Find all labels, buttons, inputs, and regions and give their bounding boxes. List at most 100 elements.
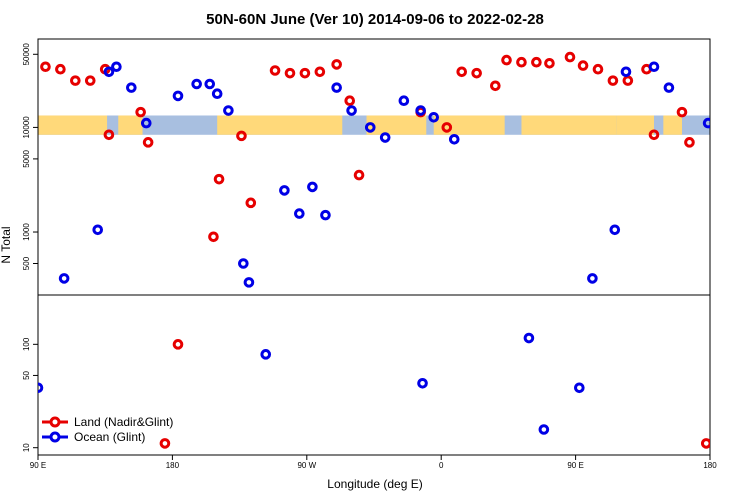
- ocean-point-top: [587, 273, 598, 284]
- bottom-y-axis: 10 50 100: [22, 337, 38, 452]
- land-point-top: [213, 173, 225, 185]
- chart-title: 50N-60N June (Ver 10) 2014-09-06 to 2022…: [206, 11, 544, 28]
- x-tick-label: 180: [166, 461, 180, 470]
- ocean-point-top: [279, 185, 290, 196]
- legend-label-ocean: Ocean (Glint): [74, 430, 145, 444]
- land-point-top: [299, 67, 311, 79]
- land-point-bottom: [700, 438, 710, 449]
- ocean-point-top: [111, 61, 122, 73]
- ocean-point-top: [702, 117, 710, 129]
- legend-label-land: Land (Nadir&Glint): [74, 415, 173, 429]
- ocean-point-top: [648, 61, 660, 73]
- ocean-point-bottom: [260, 349, 272, 360]
- ocean-point-bottom: [574, 382, 585, 394]
- land-point-top: [70, 75, 81, 86]
- y-bottom-tick-label: 100: [22, 337, 31, 351]
- ocean-point-bottom: [538, 424, 550, 435]
- ocean-point-top: [223, 105, 234, 116]
- land-point-top: [344, 95, 356, 107]
- land-point-top: [103, 129, 115, 141]
- legend-item-ocean: Ocean (Glint): [42, 430, 145, 444]
- ocean-point-top: [204, 78, 216, 90]
- ocean-point-top: [346, 105, 357, 116]
- land-point-top: [648, 129, 660, 141]
- land-point-top: [208, 231, 219, 243]
- x-axis-title: Longitude (deg E): [327, 477, 422, 491]
- land-point-top: [676, 106, 688, 118]
- ocean-point-top: [364, 122, 376, 133]
- land-point-top: [135, 106, 146, 118]
- y-axis-title: N Total: [0, 226, 13, 263]
- land-point-top: [245, 197, 257, 209]
- legend: Land (Nadir&Glint) Ocean (Glint): [42, 415, 173, 444]
- ocean-point-top: [172, 90, 184, 102]
- land-point-top: [331, 59, 342, 70]
- ocean-point-top: [307, 181, 318, 193]
- map-land-region: [366, 115, 427, 135]
- land-point-top: [490, 80, 501, 92]
- land-point-top: [456, 66, 468, 78]
- x-tick-label: 0: [439, 461, 444, 470]
- ocean-point-top: [663, 82, 675, 93]
- land-point-top: [564, 51, 576, 63]
- ocean-point-bottom: [417, 377, 428, 389]
- land-point-top: [544, 58, 555, 69]
- map-land-region: [118, 115, 143, 135]
- map-land-region: [433, 115, 505, 135]
- y-top-tick-label: 500: [22, 256, 31, 270]
- ocean-point-top: [294, 208, 305, 219]
- ocean-point-top: [191, 78, 202, 90]
- bottom-panel-points: [38, 332, 710, 449]
- ocean-point-top: [398, 95, 410, 107]
- ocean-point-top: [320, 209, 331, 221]
- legend-marker-land: [49, 416, 61, 428]
- land-point-top: [142, 137, 154, 148]
- land-point-top: [684, 137, 695, 148]
- land-point-bottom: [172, 339, 184, 350]
- land-point-top: [471, 67, 482, 79]
- ocean-point-top: [609, 224, 621, 236]
- land-point-top: [441, 122, 453, 133]
- land-point-top: [314, 66, 326, 78]
- land-point-top: [269, 65, 281, 76]
- ocean-point-top: [103, 66, 115, 78]
- ocean-point-top: [620, 66, 632, 78]
- map-land-region: [663, 115, 682, 135]
- x-tick-label: 90 E: [30, 461, 46, 470]
- land-point-top: [592, 63, 604, 75]
- land-point-top: [622, 75, 634, 86]
- map-band: [38, 115, 710, 135]
- land-point-top: [284, 67, 296, 79]
- ocean-point-top: [92, 224, 104, 236]
- legend-marker-ocean: [49, 431, 61, 443]
- map-land-region: [217, 115, 343, 135]
- top-y-axis: 500 1000 5000 10000 50000: [22, 43, 38, 270]
- land-point-top: [353, 169, 365, 181]
- land-point-bottom: [159, 438, 171, 449]
- land-point-top: [236, 130, 247, 142]
- y-bottom-tick-label: 10: [22, 443, 31, 452]
- land-point-top: [577, 60, 589, 71]
- top-panel-points: [40, 51, 710, 288]
- land-point-top: [501, 54, 512, 66]
- y-top-tick-label: 1000: [22, 223, 31, 241]
- x-tick-label: 90 E: [567, 461, 583, 470]
- ocean-point-top: [140, 117, 152, 129]
- ocean-point-top: [126, 82, 137, 93]
- land-point-top: [607, 75, 619, 86]
- ocean-point-bottom: [38, 382, 44, 394]
- ocean-point-top: [331, 82, 342, 93]
- land-point-top: [84, 75, 96, 86]
- ocean-point-top: [448, 133, 460, 145]
- ocean-point-top: [415, 105, 426, 116]
- ocean-point-top: [238, 258, 249, 269]
- ocean-point-bottom: [523, 332, 535, 344]
- ocean-point-top: [58, 273, 70, 284]
- x-tick-label: 180: [703, 461, 717, 470]
- land-point-top: [40, 61, 51, 73]
- land-point-top: [516, 56, 527, 68]
- x-axis: 90 E 180 90 W 0 90 E 180: [30, 455, 717, 470]
- land-point-top: [531, 56, 542, 68]
- y-top-tick-label: 10000: [22, 116, 31, 139]
